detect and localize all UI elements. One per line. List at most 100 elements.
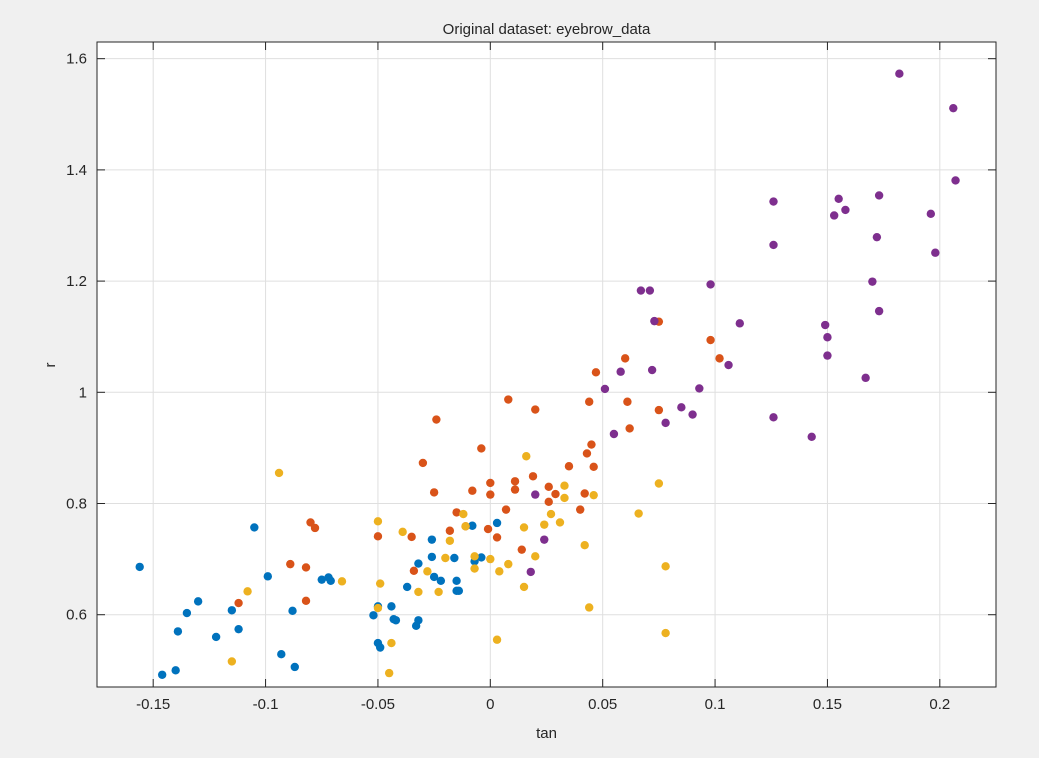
data-point [414, 587, 423, 597]
data-point [445, 526, 455, 535]
data-point [427, 552, 437, 562]
data-point [600, 384, 610, 394]
data-point [661, 628, 670, 638]
data-point [306, 518, 315, 527]
series-4 [526, 69, 960, 577]
data-point [677, 403, 686, 412]
y-tick-label: 1.6 [66, 51, 87, 68]
data-point [861, 373, 870, 383]
data-point [452, 576, 461, 585]
data-point [841, 205, 850, 215]
data-point [510, 485, 520, 494]
data-point [661, 562, 670, 571]
data-point [576, 505, 585, 514]
data-point [544, 482, 553, 492]
data-point [402, 582, 412, 592]
data-point [636, 286, 646, 295]
y-tick-label: 1 [79, 384, 87, 401]
data-point [715, 354, 724, 363]
data-point [486, 490, 495, 499]
data-point [706, 280, 715, 289]
data-point [580, 541, 589, 550]
data-point [263, 572, 273, 581]
x-tick-label: -0.15 [136, 696, 170, 713]
data-point [560, 481, 569, 490]
y-tick-label: 0.6 [66, 607, 87, 624]
data-point [661, 418, 670, 428]
data-point [504, 559, 513, 569]
y-axis-label: r [42, 363, 59, 368]
data-point [173, 627, 183, 636]
data-point [391, 616, 401, 625]
data-point [582, 449, 592, 458]
data-point [407, 532, 416, 542]
data-point [654, 479, 664, 488]
data-point [654, 405, 664, 415]
data-point [492, 518, 502, 528]
data-point [234, 624, 243, 634]
x-tick-label: 0 [486, 696, 494, 713]
data-point [587, 440, 596, 449]
data-point [310, 523, 320, 533]
data-point [609, 429, 619, 439]
data-point [452, 508, 461, 517]
data-point [243, 587, 252, 596]
data-point [409, 566, 419, 575]
axes-background [97, 42, 996, 687]
data-point [834, 194, 843, 204]
data-point [418, 458, 428, 468]
data-point [769, 197, 778, 206]
data-point [445, 536, 455, 545]
data-point [531, 552, 540, 561]
data-point [211, 632, 221, 642]
data-point [288, 606, 297, 616]
data-point [193, 597, 203, 606]
data-point [531, 405, 540, 414]
data-point [477, 553, 486, 562]
data-point [234, 598, 243, 608]
data-point [414, 559, 423, 568]
data-point [591, 368, 601, 377]
data-point [250, 523, 259, 532]
data-point [375, 643, 385, 652]
x-tick-label: 0.1 [705, 696, 726, 713]
data-point [468, 521, 477, 530]
data-point [807, 432, 816, 441]
data-point [171, 666, 180, 675]
data-point [459, 509, 468, 519]
data-point [441, 553, 450, 563]
data-point [427, 535, 437, 544]
data-point [290, 662, 299, 672]
data-point [277, 649, 286, 659]
data-point [450, 553, 459, 563]
data-point [486, 478, 495, 488]
data-point [585, 603, 594, 612]
data-point [564, 462, 574, 471]
data-point [949, 103, 958, 113]
data-point [227, 606, 237, 615]
data-point [432, 415, 441, 424]
data-point [470, 552, 479, 561]
data-point [820, 320, 830, 330]
x-tick-label: 0.2 [929, 696, 950, 713]
data-point [510, 477, 520, 486]
data-point [650, 316, 659, 326]
data-point [182, 608, 192, 618]
data-point [519, 523, 529, 532]
data-point [868, 277, 877, 286]
data-point [373, 532, 383, 541]
data-point [625, 424, 634, 433]
data-point [369, 611, 378, 620]
series-1 [135, 518, 502, 679]
data-point [555, 518, 565, 527]
data-point [301, 563, 311, 572]
series-2 [234, 317, 724, 608]
data-point [580, 489, 589, 498]
data-point [616, 367, 625, 376]
data-point [872, 232, 882, 242]
data-point [504, 395, 513, 404]
data-point [274, 468, 284, 478]
data-point [483, 524, 493, 534]
data-point [647, 365, 657, 375]
data-point [540, 535, 549, 544]
